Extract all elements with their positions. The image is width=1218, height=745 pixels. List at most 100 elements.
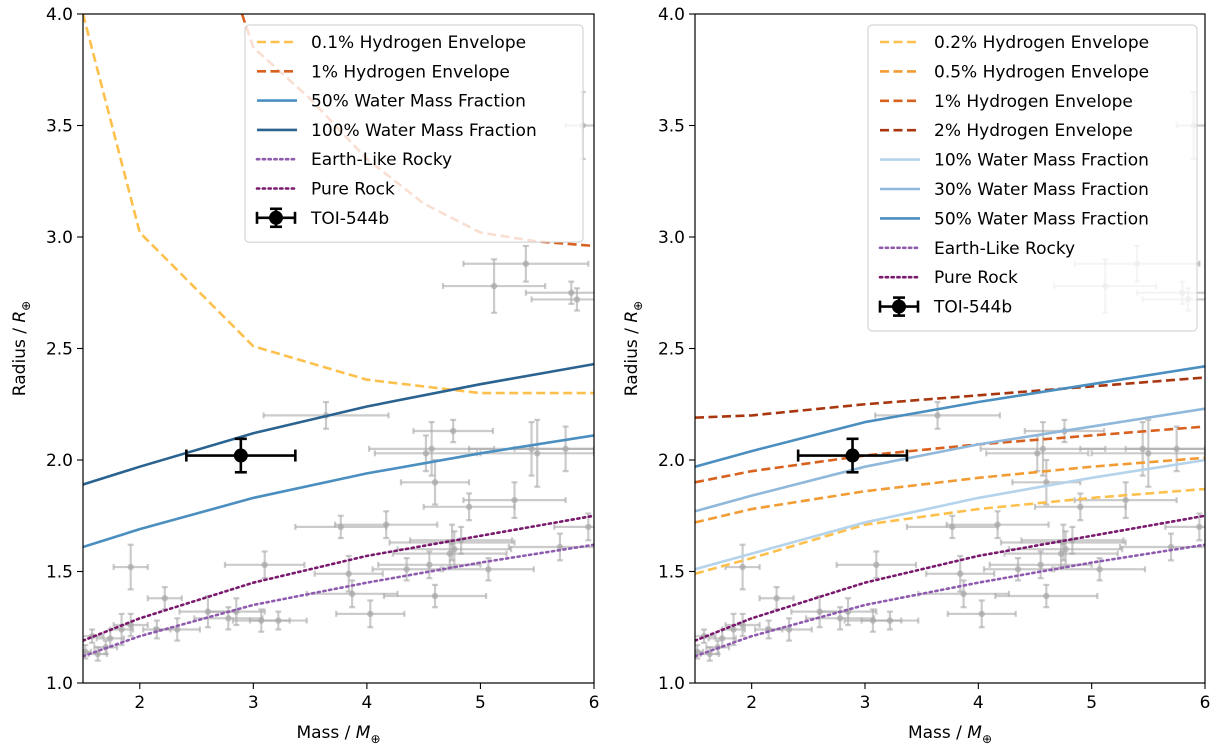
background-planet-point	[225, 615, 232, 622]
legend-entry-1-hydrogen-envelope: 1% Hydrogen Envelope	[880, 92, 1133, 112]
background-planet-point	[719, 635, 726, 642]
background-planet-point	[426, 561, 433, 569]
background-planet-31	[388, 523, 516, 562]
legend-entry-100-water-mass-fraction: 100% Water Mass Fraction	[257, 121, 537, 141]
legend-label: Earth-Like Rocky	[934, 239, 1075, 259]
background-planet-point	[886, 617, 894, 624]
legend-label: 30% Water Mass Fraction	[934, 180, 1149, 200]
background-planet-point	[585, 523, 592, 531]
background-planet-point	[83, 648, 89, 655]
background-planet-point	[1167, 543, 1175, 551]
y-tick-label: 1.5	[46, 563, 73, 583]
background-planet-point	[994, 521, 1001, 528]
x-tick-label: 4	[973, 693, 984, 713]
background-planet-point	[382, 521, 390, 528]
x-tick-label: 3	[248, 693, 259, 713]
background-planet-19	[905, 514, 999, 540]
background-planet-38	[462, 481, 567, 520]
background-planet-point	[568, 289, 575, 296]
series-line-50-water-mass-fraction	[83, 434, 594, 549]
y-tick-label: 2.5	[658, 340, 685, 360]
legend-label: 1% Hydrogen Envelope	[311, 62, 510, 82]
legend-entry-pure-rock: Pure Rock	[255, 180, 395, 200]
background-planet-point	[1037, 561, 1044, 569]
background-planet-point	[449, 427, 457, 435]
background-planet-39	[462, 244, 590, 283]
background-planet-point	[367, 610, 374, 618]
legend-box	[244, 24, 584, 243]
series-line-100-water-mass-fraction	[83, 362, 594, 486]
background-planet-point	[873, 561, 880, 569]
toi-544b-point-group	[796, 437, 909, 474]
background-planet-point	[773, 595, 780, 602]
legend-label: 50% Water Mass Fraction	[311, 92, 526, 112]
background-planet-point	[556, 543, 564, 551]
background-planet-7	[724, 612, 761, 638]
background-planet-18	[874, 400, 1001, 430]
series-line-earth-like-rocky	[695, 543, 1205, 658]
y-tick-label: 2.0	[46, 451, 73, 471]
background-planet-24	[371, 557, 442, 582]
background-planet-point	[345, 570, 352, 577]
background-planet-point	[1062, 546, 1069, 553]
legend-label: Earth-Like Rocky	[311, 150, 452, 170]
left-mass-radius-panel: 2 3 4 5 6 1.0 1.5 2.0 2.5 3.0 3.5 4.0 Mass / M⊕ Radiu…	[10, 5, 600, 745]
x-axis-label: Mass / M⊕	[908, 723, 992, 745]
background-planet-point	[511, 496, 518, 504]
right-mass-radius-panel: 2 3 4 5 6 1.0 1.5 2.0 2.5 3.0 3.5 4.0 Mass / M⊕ Radiu…	[622, 5, 1211, 745]
series-line-pure-rock	[83, 514, 594, 642]
background-planet-point	[573, 296, 581, 303]
legend-entry-pure-rock: Pure Rock	[878, 268, 1018, 288]
series-line-1-hydrogen-envelope	[695, 425, 1205, 484]
legend-entry-0-5-hydrogen-envelope: 0.5% Hydrogen Envelope	[880, 62, 1149, 82]
background-planet-point	[1145, 450, 1152, 457]
background-planet-42	[1118, 532, 1205, 562]
background-planet-8	[112, 543, 149, 591]
background-planet-41	[479, 418, 594, 488]
legend-label: 0.1% Hydrogen Envelope	[311, 33, 526, 53]
toi-544b-marker	[845, 448, 860, 463]
background-planet-point	[118, 626, 125, 633]
background-planet-point	[1096, 566, 1103, 573]
legend-entry-0-1-hydrogen-envelope: 0.1% Hydrogen Envelope	[257, 33, 526, 53]
background-planet-37	[441, 258, 547, 314]
background-planet-35	[422, 492, 516, 522]
legend-entry-earth-like-rocky: Earth-Like Rocky	[878, 239, 1075, 259]
legend-label: Pure Rock	[934, 268, 1018, 288]
background-planet-29	[399, 458, 471, 506]
x-tick-label: 6	[589, 693, 600, 713]
background-planet-point	[431, 479, 439, 486]
y-tick-label: 3.0	[46, 228, 73, 248]
legend-label: Pure Rock	[311, 180, 395, 200]
background-planet-point	[348, 590, 356, 597]
background-planet-point	[739, 563, 746, 571]
background-planet-25	[373, 434, 479, 473]
background-planet-point	[465, 503, 473, 511]
background-planet-7	[112, 612, 149, 638]
x-tick-label: 6	[1200, 693, 1211, 713]
background-planet-19	[294, 514, 388, 540]
background-planet-point	[836, 615, 844, 622]
legend-label: TOI-544b	[310, 209, 389, 229]
background-planet-point	[127, 563, 134, 571]
x-tick-label: 5	[475, 693, 486, 713]
plot-area	[695, 90, 1205, 662]
legend-entry-toi-544b: TOI-544b	[878, 296, 1012, 318]
y-tick-label: 1.5	[658, 563, 685, 583]
legend-entry-50-water-mass-fraction: 50% Water Mass Fraction	[880, 209, 1149, 229]
series-line-pure-rock	[695, 514, 1205, 642]
legend-label: 50% Water Mass Fraction	[934, 209, 1149, 229]
background-planet-16	[223, 550, 306, 580]
background-planet-33	[1007, 530, 1124, 569]
background-planet-point	[275, 617, 282, 624]
background-planet-point	[261, 561, 268, 569]
x-axis-label: Mass / M⊕	[296, 723, 380, 745]
background-planet-47	[1164, 512, 1205, 542]
background-planet-43	[513, 425, 594, 473]
background-planet-28	[382, 583, 488, 609]
y-tick-label: 4.0	[658, 5, 685, 25]
legend: 0.1% Hydrogen Envelope 1% Hydrogen Envelo…	[244, 24, 584, 243]
background-planet-17	[860, 610, 920, 631]
y-tick-label: 1.0	[658, 674, 685, 694]
background-planet-point	[485, 566, 492, 573]
